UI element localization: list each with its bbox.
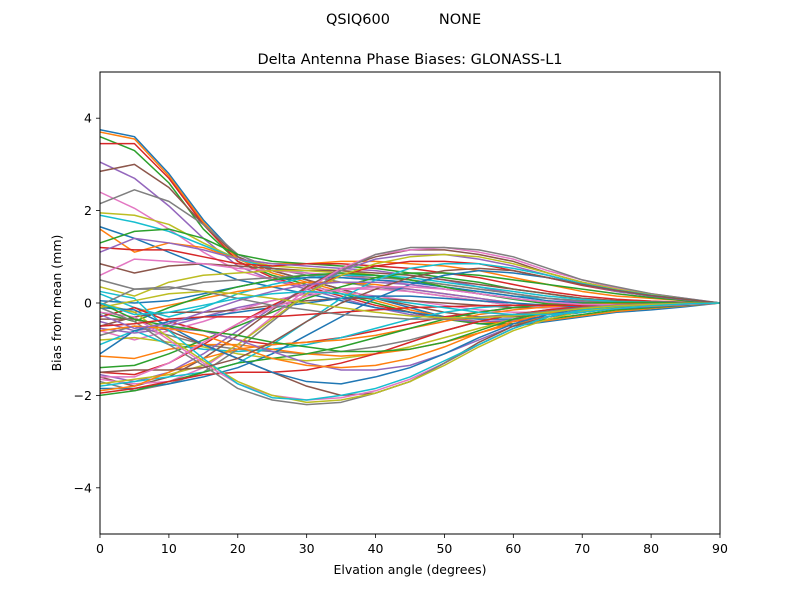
x-axis-label: Elvation angle (degrees) [333, 562, 486, 577]
series-line-33 [99, 272, 721, 369]
x-tick-label: 10 [161, 541, 177, 556]
chart-title: Delta Antenna Phase Biases: GLONASS-L1 [257, 52, 562, 68]
series-line-43 [99, 301, 720, 397]
x-tick-label: 50 [436, 541, 452, 556]
series-line-60 [99, 290, 721, 316]
y-tick-label: 4 [84, 111, 92, 126]
x-axis-ticks: 0 10 20 30 40 50 60 70 80 90 [96, 534, 728, 556]
figure-suptitle-right: NONE [439, 12, 481, 28]
series-line-2 [99, 131, 721, 325]
series-line-59 [99, 290, 721, 319]
x-tick-label: 70 [574, 541, 590, 556]
x-tick-label: 20 [230, 541, 246, 556]
y-tick-label: −2 [74, 388, 92, 403]
y-tick-label: 0 [84, 296, 92, 311]
series-line-56 [99, 267, 721, 374]
plot-lines [99, 129, 721, 406]
series-line-35 [99, 253, 721, 383]
x-tick-label: 40 [368, 541, 384, 556]
x-tick-label: 60 [505, 541, 521, 556]
y-tick-label: −4 [74, 480, 92, 495]
y-axis-label: Bias from mean (mm) [49, 235, 64, 372]
y-axis-ticks: −4 −2 0 2 4 [74, 111, 100, 495]
figure-suptitle-left: QSIQ600 [326, 12, 390, 28]
x-tick-label: 80 [643, 541, 659, 556]
x-tick-label: 30 [299, 541, 315, 556]
x-tick-label: 0 [96, 541, 104, 556]
series-line-12 [99, 228, 721, 304]
y-tick-label: 2 [84, 203, 92, 218]
x-tick-label: 90 [712, 541, 728, 556]
